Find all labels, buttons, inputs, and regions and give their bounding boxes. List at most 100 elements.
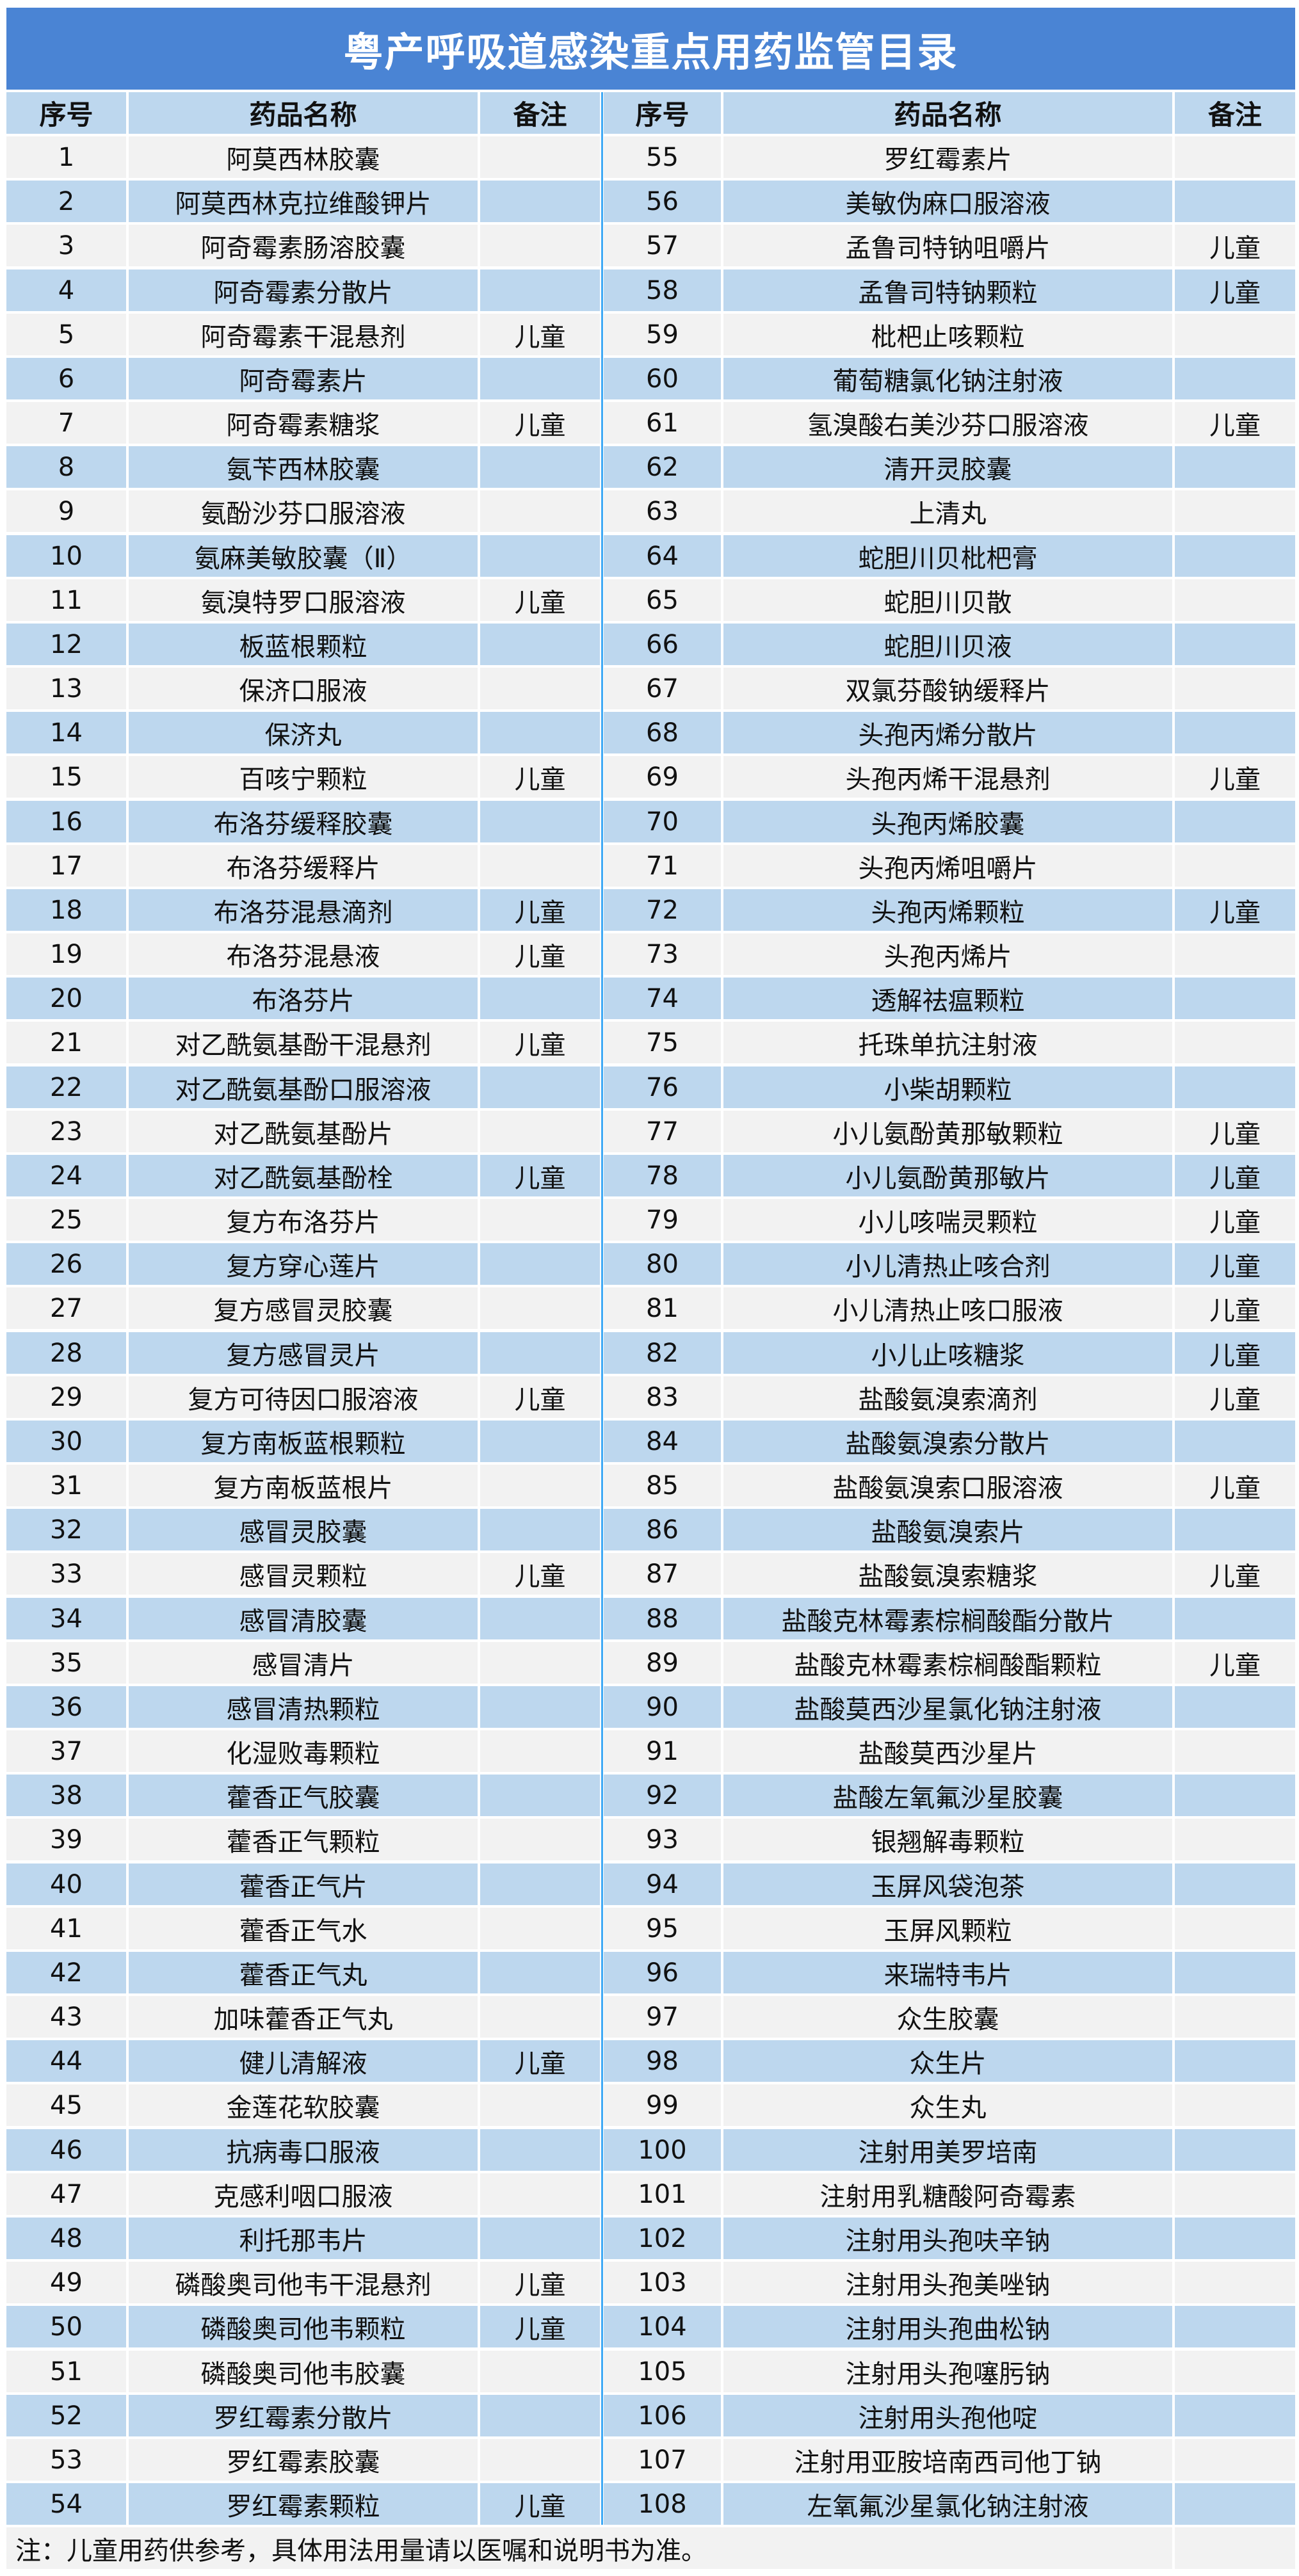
table-cell-no: 107 xyxy=(604,2439,721,2481)
table-cell-note: 儿童 xyxy=(1175,1287,1295,1329)
table-cell-name: 透解祛瘟颗粒 xyxy=(723,978,1172,1019)
table-cell-note: 儿童 xyxy=(1175,1199,1295,1241)
table-cell-note: 儿童 xyxy=(480,579,600,621)
table-cell-note: 儿童 xyxy=(480,2262,600,2303)
table-cell-no: 15 xyxy=(6,756,126,798)
table-cell-name: 来瑞特韦片 xyxy=(723,1952,1172,1993)
table-cell-name: 盐酸克林霉素棕榈酸酯颗粒 xyxy=(723,1642,1172,1684)
header-name: 药品名称 xyxy=(723,92,1172,134)
table-cell-no: 36 xyxy=(6,1686,126,1728)
table-cell-no: 27 xyxy=(6,1287,126,1329)
table-cell-name: 阿奇霉素分散片 xyxy=(129,270,478,311)
table-cell-no: 61 xyxy=(604,402,721,444)
table-cell-note: 儿童 xyxy=(480,889,600,931)
table-cell-no: 102 xyxy=(604,2218,721,2259)
table-cell-note xyxy=(480,1243,600,1285)
table-cell-note xyxy=(1175,2439,1295,2481)
table-cell-name: 藿香正气丸 xyxy=(129,1952,478,1993)
table-cell-no: 71 xyxy=(604,845,721,887)
table-cell-no: 9 xyxy=(6,490,126,532)
table-cell-no: 37 xyxy=(6,1730,126,1772)
table-cell-name: 清开灵胶囊 xyxy=(723,446,1172,488)
table-cell-note xyxy=(480,535,600,577)
table-cell-no: 55 xyxy=(604,136,721,178)
table-cell-name: 复方可待因口服溶液 xyxy=(129,1376,478,1418)
table-cell-note xyxy=(1175,668,1295,709)
table-cell-note xyxy=(1175,314,1295,355)
table-cell-name: 氨麻美敏胶囊（Ⅱ） xyxy=(129,535,478,577)
table-cell-name: 对乙酰氨基酚干混悬剂 xyxy=(129,1022,478,1063)
table-cell-name: 盐酸氨溴索片 xyxy=(723,1509,1172,1550)
table-cell-no: 105 xyxy=(604,2351,721,2392)
table-cell-note xyxy=(480,1775,600,1816)
table-cell-note xyxy=(1175,1819,1295,1860)
table-cell-note xyxy=(1175,2129,1295,2171)
table-cell-name: 蛇胆川贝枇杷膏 xyxy=(723,535,1172,577)
table-cell-name: 复方感冒灵胶囊 xyxy=(129,1287,478,1329)
table-cell-note xyxy=(1175,2262,1295,2303)
table-cell-name: 布洛芬缓释片 xyxy=(129,845,478,887)
table-cell-no: 89 xyxy=(604,1642,721,1684)
table-cell-name: 藿香正气胶囊 xyxy=(129,1775,478,1816)
table-cell-note xyxy=(480,136,600,178)
table-cell-no: 8 xyxy=(6,446,126,488)
table-cell-note xyxy=(1175,801,1295,842)
table-cell-no: 93 xyxy=(604,1819,721,1860)
table-cell-name: 注射用头孢呋辛钠 xyxy=(723,2218,1172,2259)
table-cell-note xyxy=(480,181,600,222)
table-cell-name: 对乙酰氨基酚口服溶液 xyxy=(129,1067,478,1108)
table-cell-no: 24 xyxy=(6,1155,126,1196)
table-cell-name: 磷酸奥司他韦干混悬剂 xyxy=(129,2262,478,2303)
table-cell-name: 头孢丙烯片 xyxy=(723,933,1172,975)
table-cell-no: 13 xyxy=(6,668,126,709)
table-cell-no: 6 xyxy=(6,358,126,399)
table-cell-name: 小儿咳喘灵颗粒 xyxy=(723,1199,1172,1241)
footnote: 注：儿童用药供参考，具体用法用量请以医嘱和说明书为准。 xyxy=(6,2527,1172,2569)
table-cell-no: 59 xyxy=(604,314,721,355)
table-cell-no: 32 xyxy=(6,1509,126,1550)
table-cell-note xyxy=(480,1686,600,1728)
table-cell-note xyxy=(480,1287,600,1329)
table-cell-name: 感冒清片 xyxy=(129,1642,478,1684)
table-cell-no: 35 xyxy=(6,1642,126,1684)
table-cell-note xyxy=(480,1819,600,1860)
table-cell-name: 氨酚沙芬口服溶液 xyxy=(129,490,478,532)
table-cell-note: 儿童 xyxy=(1175,1465,1295,1506)
table-cell-note xyxy=(480,2084,600,2126)
table-cell-no: 100 xyxy=(604,2129,721,2171)
table-cell-note: 儿童 xyxy=(1175,1376,1295,1418)
table-cell-name: 头孢丙烯咀嚼片 xyxy=(723,845,1172,887)
table-cell-no: 96 xyxy=(604,1952,721,1993)
table-cell-note: 儿童 xyxy=(480,1553,600,1595)
table-cell-note: 儿童 xyxy=(480,2483,600,2525)
table-cell-name: 罗红霉素分散片 xyxy=(129,2395,478,2436)
table-cell-name: 注射用头孢曲松钠 xyxy=(723,2306,1172,2347)
table-cell-no: 87 xyxy=(604,1553,721,1595)
table-cell-note xyxy=(1175,1996,1295,2038)
table-cell-name: 盐酸莫西沙星片 xyxy=(723,1730,1172,1772)
table-cell-name: 抗病毒口服液 xyxy=(129,2129,478,2171)
table-cell-name: 氢溴酸右美沙芬口服溶液 xyxy=(723,402,1172,444)
table-cell-name: 小柴胡颗粒 xyxy=(723,1067,1172,1108)
table-cell-name: 小儿止咳糖浆 xyxy=(723,1332,1172,1374)
table-cell-name: 盐酸氨溴索口服溶液 xyxy=(723,1465,1172,1506)
table-cell-name: 复方南板蓝根颗粒 xyxy=(129,1421,478,1462)
table-cell-no: 86 xyxy=(604,1509,721,1550)
table-cell-no: 19 xyxy=(6,933,126,975)
table-cell-note xyxy=(1175,181,1295,222)
table-cell-name: 阿莫西林胶囊 xyxy=(129,136,478,178)
table-cell-name: 复方布洛芬片 xyxy=(129,1199,478,1241)
table-cell-note xyxy=(480,1421,600,1462)
table-cell-note xyxy=(480,2395,600,2436)
table-cell-note xyxy=(480,1730,600,1772)
table-cell-no: 74 xyxy=(604,978,721,1019)
table-cell-name: 盐酸氨溴索分散片 xyxy=(723,1421,1172,1462)
table-cell-no: 34 xyxy=(6,1598,126,1639)
table-cell-note xyxy=(480,2173,600,2215)
table-cell-no: 47 xyxy=(6,2173,126,2215)
table-cell-name: 氨溴特罗口服溶液 xyxy=(129,579,478,621)
table-cell-name: 加味藿香正气丸 xyxy=(129,1996,478,2038)
table-cell-note: 儿童 xyxy=(480,1022,600,1063)
table-cell-no: 22 xyxy=(6,1067,126,1108)
table-cell-name: 蛇胆川贝散 xyxy=(723,579,1172,621)
